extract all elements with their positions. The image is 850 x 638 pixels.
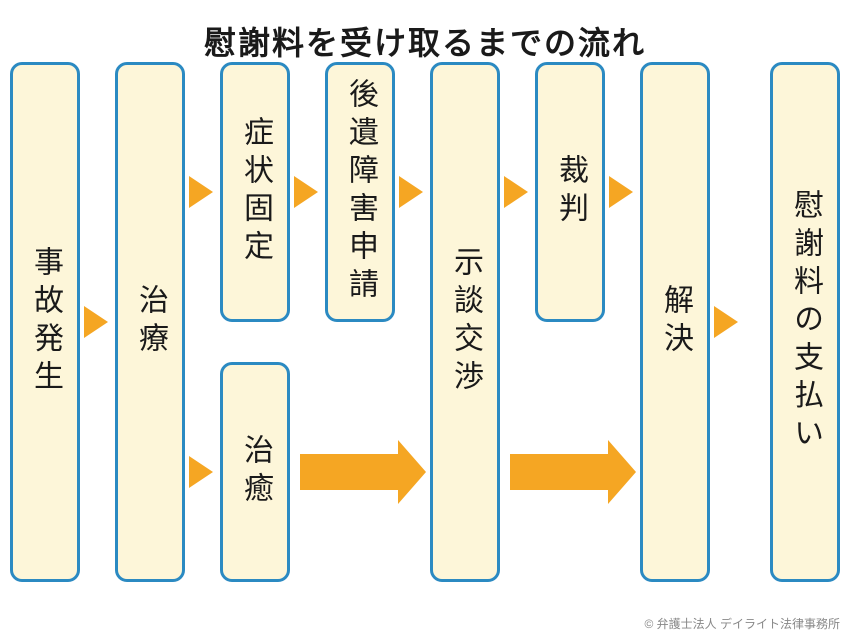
arrow-6-7 <box>609 176 633 208</box>
arrow-2-3bottom <box>189 456 213 488</box>
step-resolution: 解決 <box>640 62 710 582</box>
flow-diagram: 事故発生 治療 症状固定 治癒 後遺障害申請 示談交渉 裁判 解決 慰謝料の支払… <box>0 62 850 602</box>
big-arrow-cured-negotiation <box>300 454 398 490</box>
copyright-text: © 弁護士法人 デイライト法律事務所 <box>644 615 840 632</box>
step-disability-claim: 後遺障害申請 <box>325 62 395 322</box>
arrow-4-5 <box>399 176 423 208</box>
step-cured-label: 治癒 <box>240 434 270 510</box>
step-resolution-label: 解決 <box>660 284 690 360</box>
step-payment-label: 慰謝料の支払い <box>790 189 820 455</box>
step-cured: 治癒 <box>220 362 290 582</box>
arrow-2-3top <box>189 176 213 208</box>
diagram-title: 慰謝料を受け取るまでの流れ <box>0 0 850 64</box>
step-symptom-fixed: 症状固定 <box>220 62 290 322</box>
step-negotiation: 示談交渉 <box>430 62 500 582</box>
step-trial-label: 裁判 <box>555 154 585 230</box>
step-trial: 裁判 <box>535 62 605 322</box>
step-treatment-label: 治療 <box>135 284 165 360</box>
step-symptom-fixed-label: 症状固定 <box>240 116 270 268</box>
arrow-1-2 <box>84 306 108 338</box>
step-accident-label: 事故発生 <box>30 246 60 398</box>
step-disability-claim-label: 後遺障害申請 <box>345 78 375 306</box>
arrow-5-6 <box>504 176 528 208</box>
step-accident: 事故発生 <box>10 62 80 582</box>
arrow-7-8 <box>714 306 738 338</box>
step-treatment: 治療 <box>115 62 185 582</box>
step-payment: 慰謝料の支払い <box>770 62 840 582</box>
big-arrow-negotiation-resolution <box>510 454 608 490</box>
step-negotiation-label: 示談交渉 <box>450 246 480 398</box>
arrow-3top-4 <box>294 176 318 208</box>
